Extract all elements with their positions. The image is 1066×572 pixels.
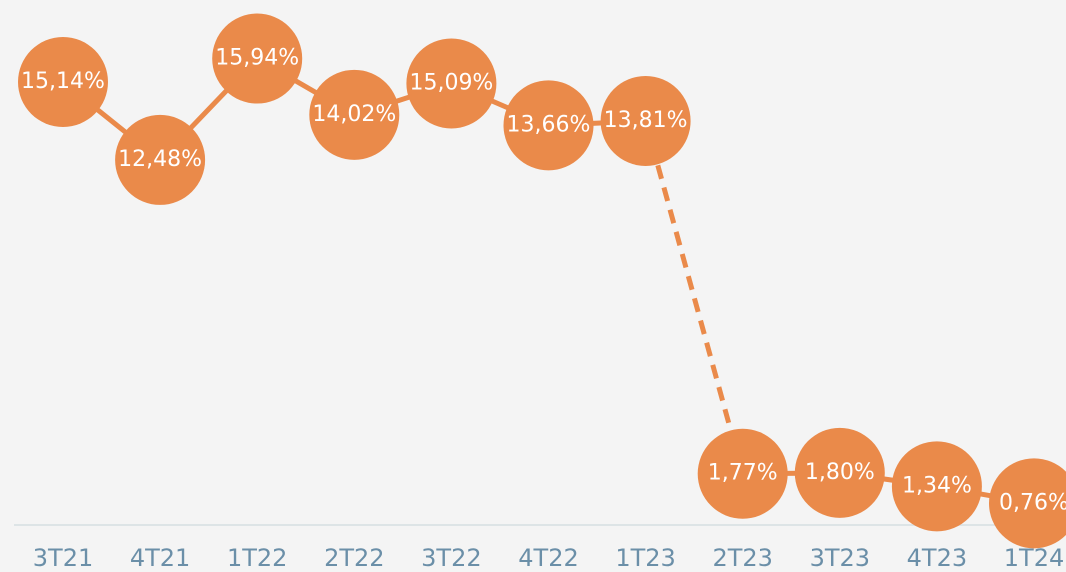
x-tick-label: 4T22 <box>518 544 578 572</box>
point <box>503 80 594 171</box>
point <box>406 38 497 129</box>
value-label: 13,66% <box>507 112 591 137</box>
value-label: 1,77% <box>708 461 778 486</box>
x-tick-label: 2T22 <box>324 544 384 572</box>
point <box>794 427 885 518</box>
x-tick-label: 3T22 <box>421 544 481 572</box>
value-label: 0,76% <box>999 490 1066 515</box>
x-tick-label: 1T24 <box>1004 544 1064 572</box>
x-tick-label: 1T22 <box>227 544 287 572</box>
point <box>18 36 108 127</box>
point <box>309 69 400 160</box>
value-label: 12,48% <box>118 147 202 172</box>
value-label: 15,09% <box>409 70 493 95</box>
x-tick-label: 2T23 <box>712 544 772 572</box>
point <box>697 428 788 519</box>
x-tick-label: 1T23 <box>615 544 675 572</box>
x-tick-label: 3T21 <box>33 544 93 572</box>
x-tick-label: 3T23 <box>810 544 870 572</box>
point <box>115 114 206 205</box>
point <box>600 75 691 166</box>
point <box>891 441 982 532</box>
dashed-segment <box>643 120 746 475</box>
point <box>212 13 303 104</box>
value-label: 1,34% <box>902 473 972 498</box>
value-label: 1,80% <box>805 460 875 485</box>
value-label: 15,94% <box>215 46 299 71</box>
x-tick-label: 4T21 <box>130 544 190 572</box>
x-tick-label: 4T23 <box>907 544 967 572</box>
value-label: 13,81% <box>604 108 688 133</box>
value-label: 14,02% <box>312 102 396 127</box>
point <box>989 458 1066 549</box>
value-label: 15,14% <box>21 69 105 94</box>
